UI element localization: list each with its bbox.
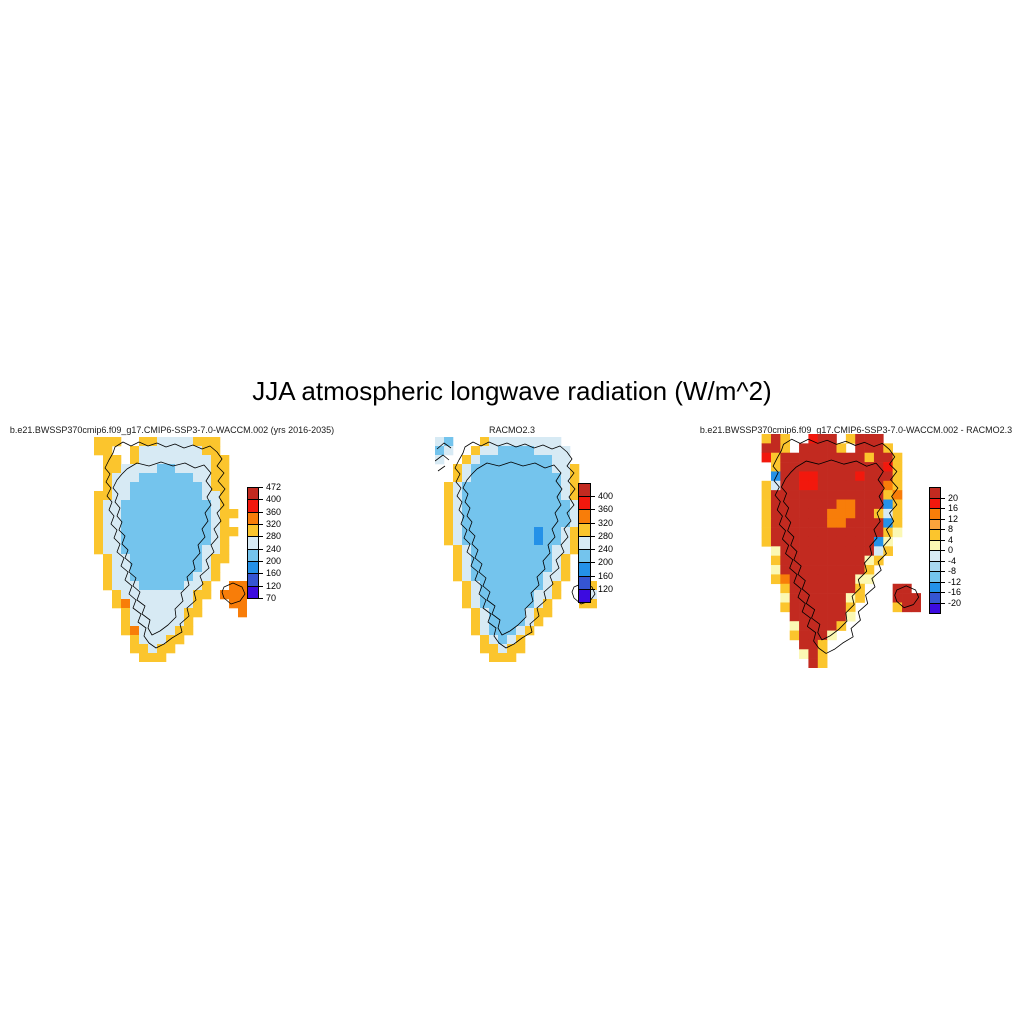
- colorbar-tick: [941, 497, 945, 499]
- colorbar-tick: [941, 560, 945, 562]
- colorbar-box: [578, 483, 591, 498]
- colorbar-tick: [591, 549, 595, 551]
- colorbar-tick: [591, 562, 595, 564]
- colorbar-box: [247, 523, 259, 538]
- colorbar-tick: [259, 573, 263, 575]
- iceland-outline: [894, 585, 920, 609]
- colorbar-tick: [941, 550, 945, 551]
- colorbar-label: 472: [266, 482, 282, 492]
- map-grid-svg: [761, 434, 922, 669]
- iceland-outline: [221, 582, 246, 605]
- colorbar-tick: [259, 536, 263, 538]
- colorbar-tick: [941, 539, 945, 541]
- colorbar-label: 4: [948, 534, 954, 545]
- coast-outline: [772, 438, 899, 654]
- colorbar-label: 160: [266, 568, 282, 579]
- inner-outline: [112, 461, 213, 636]
- figure-title: JJA atmospheric longwave radiation (W/m^…: [252, 376, 772, 406]
- inner-outline: [462, 461, 563, 636]
- colorbar-label: 240: [266, 543, 282, 554]
- map-grid-svg: [434, 437, 598, 663]
- colorbar-label: 0: [948, 545, 954, 555]
- panel-1-subtitle: b.e21.BWSSP370cmip6.f09_g17.CMIP6-SSP3-7…: [9, 425, 335, 435]
- map-panel-racmo: [434, 437, 598, 667]
- colorbar-tick: [259, 523, 263, 525]
- colorbar-label: 200: [266, 555, 282, 566]
- colorbar-label: 8: [948, 524, 954, 534]
- colorbar-box: [247, 548, 259, 562]
- colorbar-box: [247, 536, 259, 550]
- colorbar-label: 12: [948, 513, 959, 524]
- colorbar-label: 360: [598, 504, 614, 515]
- colorbar-tick: [591, 509, 595, 511]
- colorbar-tick: [941, 592, 945, 593]
- colorbar-box: [578, 496, 591, 511]
- colorbar-box: [578, 549, 591, 564]
- colorbar-box: [929, 602, 941, 614]
- colorbar-tick: [941, 581, 945, 583]
- colorbar-label: 70: [266, 592, 277, 603]
- colorbar-label: -16: [948, 587, 962, 597]
- colorbar-box: [578, 575, 591, 590]
- map-panel-cesm: [85, 437, 248, 667]
- panel-3-subtitle: b.e21.BWSSP370cmip6.f09_g17.CMIP6-SSP3-7…: [699, 425, 1013, 435]
- colorbar-tick: [259, 499, 263, 501]
- colorbar-tick: [591, 496, 595, 498]
- canada-outline: [434, 442, 452, 472]
- colorbar-label: 280: [266, 531, 282, 542]
- colorbar-label: -8: [948, 566, 957, 576]
- colorbar-label: 120: [598, 583, 614, 594]
- map-grid-svg: [94, 437, 248, 663]
- colorbar-label: 400: [266, 494, 282, 505]
- panel-2-subtitle: RACMO2.3: [488, 425, 535, 435]
- colorbar-box: [578, 522, 591, 537]
- colorbar-box: [578, 588, 591, 603]
- colorbar-tick: [941, 508, 945, 509]
- colorbar-box: [578, 562, 591, 577]
- colorbar-label: 400: [598, 491, 614, 502]
- colorbar-label: 200: [598, 557, 614, 568]
- coast-outline: [104, 441, 226, 649]
- colorbar-label: 120: [266, 580, 282, 591]
- colorbar-label: 280: [598, 530, 614, 541]
- colorbar-box: [247, 560, 259, 575]
- colorbar-tick: [941, 518, 945, 520]
- colorbar-label: 240: [598, 544, 614, 555]
- colorbar-label: 16: [948, 503, 959, 513]
- colorbar-tick: [259, 585, 263, 587]
- colorbar-tick: [591, 588, 595, 590]
- colorbar-tick: [259, 548, 263, 550]
- colorbar-label: 320: [266, 518, 282, 529]
- colorbar-label: 160: [598, 570, 614, 581]
- colorbar-box: [247, 487, 259, 501]
- colorbar-box: [247, 511, 259, 525]
- colorbar-tick: [941, 571, 945, 572]
- map-panel-difference: [752, 434, 922, 673]
- colorbar-tick: [591, 522, 595, 524]
- colorbar-tick: [259, 487, 263, 488]
- colorbar-label: -4: [948, 555, 957, 566]
- colorbar-box: [247, 585, 259, 599]
- colorbar-label: 20: [948, 492, 959, 503]
- colorbar-box: [578, 509, 591, 524]
- colorbar-box: [578, 535, 591, 551]
- colorbar-tick: [941, 529, 945, 530]
- colorbar-label: -20: [948, 597, 962, 608]
- colorbar-label: 320: [598, 517, 614, 528]
- colorbar-tick: [259, 597, 263, 599]
- colorbar-tick: [591, 575, 595, 577]
- coast-outline: [454, 441, 576, 649]
- colorbar-box: [247, 499, 259, 513]
- colorbar-tick: [259, 511, 263, 513]
- colorbar-label: 360: [266, 506, 282, 517]
- inner-outline: [780, 459, 885, 641]
- colorbar-box: [247, 573, 259, 587]
- colorbar-tick: [259, 560, 263, 562]
- colorbar-tick: [591, 535, 595, 537]
- colorbar-label: -12: [948, 576, 962, 587]
- colorbar-tick: [941, 602, 945, 604]
